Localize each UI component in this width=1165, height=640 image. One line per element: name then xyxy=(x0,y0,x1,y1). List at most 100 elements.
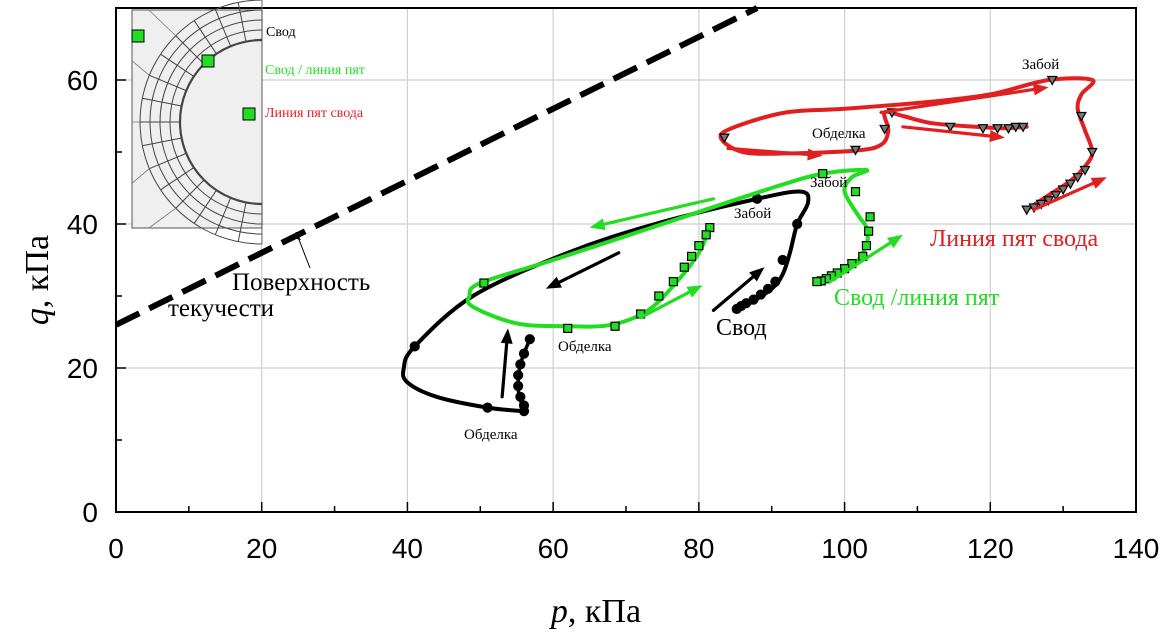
x-tick-label: 140 xyxy=(1113,533,1160,564)
data-point xyxy=(668,277,678,287)
data-point xyxy=(1064,179,1076,190)
inset-label: Свод xyxy=(266,25,296,40)
data-point xyxy=(1021,205,1033,216)
direction-arrow-shaft xyxy=(500,341,509,399)
data-point xyxy=(861,241,872,251)
direction-arrow-shaft xyxy=(901,125,992,138)
direction-arrow-shaft xyxy=(711,275,755,312)
data-point xyxy=(1072,173,1084,183)
inset-mesh-outer xyxy=(131,168,150,184)
data-point xyxy=(1010,122,1022,133)
point-label-lining: Обделка xyxy=(558,339,612,355)
x-axis-title: p, кПа xyxy=(549,593,641,630)
y-axis-title: q, кПа xyxy=(19,235,56,325)
direction-arrow-shaft xyxy=(879,87,1036,115)
yield-surface-label: Поверхность xyxy=(232,269,370,296)
direction-arrow xyxy=(500,328,513,399)
direction-arrow-shaft xyxy=(602,197,716,226)
inset-mesh-outer xyxy=(200,227,216,236)
data-point xyxy=(610,321,620,331)
direction-arrow-head xyxy=(1032,83,1049,96)
y-axis-unit: , кПа xyxy=(19,235,56,308)
point-label-face: Забой xyxy=(734,206,771,222)
direction-arrow-shaft xyxy=(726,146,810,157)
inset-mesh-outer xyxy=(131,60,150,76)
inset-mesh-arc xyxy=(149,9,263,235)
inset-label: Линия пят свода xyxy=(265,106,364,121)
data-point xyxy=(1017,122,1029,133)
inset-element-marker xyxy=(201,54,215,68)
data-point xyxy=(515,391,526,402)
series-line xyxy=(718,76,1096,212)
data-point xyxy=(686,251,697,261)
x-tick-label: 40 xyxy=(392,533,423,564)
direction-arrow xyxy=(589,197,716,231)
x-tick-label: 100 xyxy=(821,533,868,564)
data-point xyxy=(849,145,862,156)
direction-arrow xyxy=(901,125,1005,142)
inset-mesh-arc xyxy=(169,29,263,215)
yield-surface-line xyxy=(114,5,759,328)
y-tick-label: 60 xyxy=(67,65,98,96)
data-point xyxy=(812,277,822,287)
data-point xyxy=(654,291,664,301)
data-point xyxy=(513,380,524,392)
x-tick-label: 60 xyxy=(538,533,569,564)
point-label-face: Забой xyxy=(1022,57,1059,73)
inset-mesh-outer xyxy=(148,9,177,37)
data-point xyxy=(479,278,489,288)
inset-element-marker xyxy=(131,29,145,43)
y-tick-label: 0 xyxy=(82,497,98,528)
point-label-lining: Обделка xyxy=(812,126,866,142)
yield-surface-label: текучести xyxy=(168,295,274,322)
direction-arrow xyxy=(638,285,703,320)
x-axis-var: p xyxy=(549,593,568,630)
series-label-arch: Свод xyxy=(716,315,767,341)
inset-element-marker xyxy=(242,107,256,121)
x-tick-label: 120 xyxy=(967,533,1014,564)
data-point xyxy=(792,218,803,230)
data-series xyxy=(400,75,1098,417)
data-point xyxy=(694,241,704,251)
data-point xyxy=(1046,75,1058,86)
y-tick-label: 40 xyxy=(67,209,98,240)
inset-mesh-outer xyxy=(148,207,176,229)
direction-arrows xyxy=(500,83,1107,399)
data-point xyxy=(1057,185,1069,196)
direction-arrow-shaft xyxy=(828,241,892,284)
data-point xyxy=(701,230,711,240)
data-point xyxy=(515,359,526,370)
data-point xyxy=(850,187,861,197)
data-point xyxy=(944,122,956,133)
direction-arrow-head xyxy=(500,328,513,344)
x-tick-label: 80 xyxy=(683,533,714,564)
y-tick-label: 20 xyxy=(67,353,98,384)
plot-border xyxy=(115,7,1137,513)
direction-arrow xyxy=(545,251,621,289)
direction-arrow-shaft xyxy=(1032,181,1095,212)
inset-mesh-outer xyxy=(200,8,216,11)
data-point xyxy=(524,334,535,345)
direction-arrow xyxy=(1032,177,1107,212)
direction-arrow-head xyxy=(545,276,562,289)
x-tick-label: 0 xyxy=(108,533,124,564)
data-point xyxy=(992,124,1004,134)
data-point xyxy=(1050,191,1062,201)
data-point xyxy=(1075,111,1087,122)
data-point xyxy=(518,348,530,359)
inset-background xyxy=(131,9,263,229)
series-label-arch-springline: Свод /линия пят xyxy=(834,285,1000,311)
direction-arrow xyxy=(828,234,903,284)
inset-mesh-diagram: Свод Свод / линия пят Линия пят свода xyxy=(131,0,365,245)
data-point xyxy=(563,323,573,333)
data-point xyxy=(977,124,989,134)
data-point xyxy=(865,212,875,222)
point-label-face: Забой xyxy=(810,175,847,191)
x-axis-unit: , кПа xyxy=(568,593,641,630)
series-label-springline: Линия пят свода xyxy=(930,226,1099,252)
direction-arrow-head xyxy=(1090,177,1107,189)
point-label-lining: Обделка xyxy=(464,427,518,443)
